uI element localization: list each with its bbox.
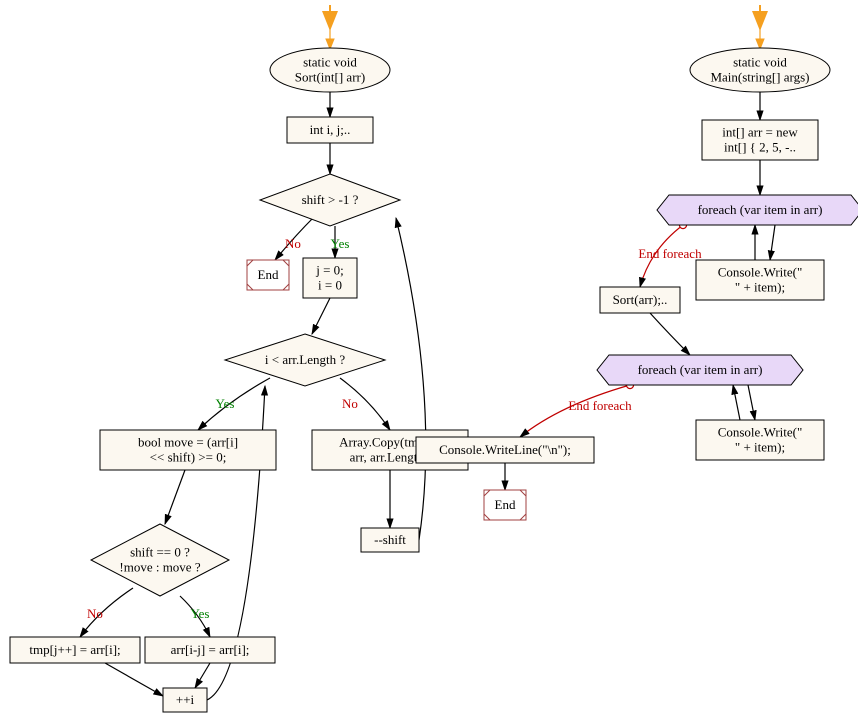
node-text: bool move = (arr[i] (138, 435, 238, 450)
node-text: " + item); (735, 440, 785, 455)
flowchart-edge (105, 663, 163, 696)
node-text: j = 0; (315, 263, 344, 278)
edge-label: No (285, 236, 301, 251)
flowchart-node-n3: shift > -1 ? (260, 174, 400, 226)
edge-label: Yes (216, 396, 235, 411)
flowchart-canvas: No Yes Yes No No Yes End foreach End foreach st… (0, 0, 858, 724)
flowchart-node-m6: foreach (var item in arr) (597, 355, 803, 385)
flowchart-edge (650, 313, 690, 355)
node-text: arr[i-j] = arr[i]; (171, 642, 250, 657)
flowchart-node-m7: Console.WriteLine("\n"); (416, 437, 594, 463)
flowchart-node-n11: arr[i-j] = arr[i]; (145, 637, 275, 663)
flowchart-node-n5: j = 0;i = 0 (303, 258, 357, 298)
flowchart-edge (396, 218, 426, 540)
flowchart-node-n9: shift == 0 ?!move : move ? (91, 524, 229, 596)
nodes-layer: static voidSort(int[] arr)int i, j;..shi… (10, 5, 858, 712)
node-text: shift > -1 ? (302, 192, 359, 207)
flowchart-edge (195, 663, 210, 688)
node-text: foreach (var item in arr) (698, 202, 823, 217)
edge-label: No (87, 606, 103, 621)
node-text: Sort(int[] arr) (295, 70, 365, 85)
flowchart-edge (733, 385, 740, 420)
node-text: shift == 0 ? (130, 545, 190, 560)
flowchart-node-m8: Console.Write("" + item); (696, 420, 824, 460)
node-text: int[] { 2, 5, -.. (724, 140, 796, 155)
edge-label: Yes (331, 236, 350, 251)
node-text: int i, j;.. (310, 122, 351, 137)
node-text: Sort(arr);.. (613, 292, 668, 307)
flowchart-node-n13: --shift (361, 528, 419, 552)
node-text: Console.WriteLine("\n"); (439, 442, 571, 457)
flowchart-node-m2: int[] arr = newint[] { 2, 5, -.. (702, 120, 818, 160)
flowchart-node-n2: int i, j;.. (287, 117, 373, 143)
flowchart-edge (748, 385, 755, 420)
node-text: End (258, 267, 279, 282)
flowchart-node-n4_end: End (247, 260, 289, 290)
flowchart-node-n1: static voidSort(int[] arr) (270, 48, 390, 92)
node-text: ++i (176, 692, 195, 707)
flowchart-edge (770, 225, 775, 260)
flowchart-node-n7: bool move = (arr[i]<< shift) >= 0; (100, 430, 276, 470)
flowchart-edge (312, 298, 330, 334)
node-text: Console.Write(" (718, 425, 803, 440)
node-text: << shift) >= 0; (150, 450, 227, 465)
node-text: static void (733, 55, 787, 70)
flowchart-node-n6: i < arr.Length ? (225, 334, 385, 386)
edge-label: Yes (191, 606, 210, 621)
node-text: " + item); (735, 280, 785, 295)
flowchart-node-m3: foreach (var item in arr) (657, 195, 858, 225)
edges-layer: No Yes Yes No No Yes End foreach End foreach (80, 5, 775, 700)
edge-label: End foreach (638, 246, 702, 261)
flowchart-node-m4: Sort(arr);.. (600, 287, 680, 313)
node-text: Main(string[] args) (710, 70, 809, 85)
node-text: foreach (var item in arr) (638, 362, 763, 377)
node-text: tmp[j++] = arr[i]; (29, 642, 120, 657)
node-text: i = 0 (318, 278, 342, 293)
node-text: static void (303, 55, 357, 70)
edge-label: No (342, 396, 358, 411)
flowchart-node-m5: Console.Write("" + item); (696, 260, 824, 300)
flowchart-edge (165, 470, 185, 524)
flowchart-node-m1: static voidMain(string[] args) (690, 48, 830, 92)
node-text: !move : move ? (119, 560, 200, 575)
node-text: --shift (374, 532, 406, 547)
flowchart-node-n12: ++i (163, 688, 207, 712)
flowchart-node-m9_end: End (484, 490, 526, 520)
node-text: End (495, 497, 516, 512)
edge-label: End foreach (568, 398, 632, 413)
node-text: Console.Write(" (718, 265, 803, 280)
node-text: int[] arr = new (722, 125, 798, 140)
node-text: i < arr.Length ? (265, 352, 345, 367)
flowchart-node-n10: tmp[j++] = arr[i]; (10, 637, 140, 663)
